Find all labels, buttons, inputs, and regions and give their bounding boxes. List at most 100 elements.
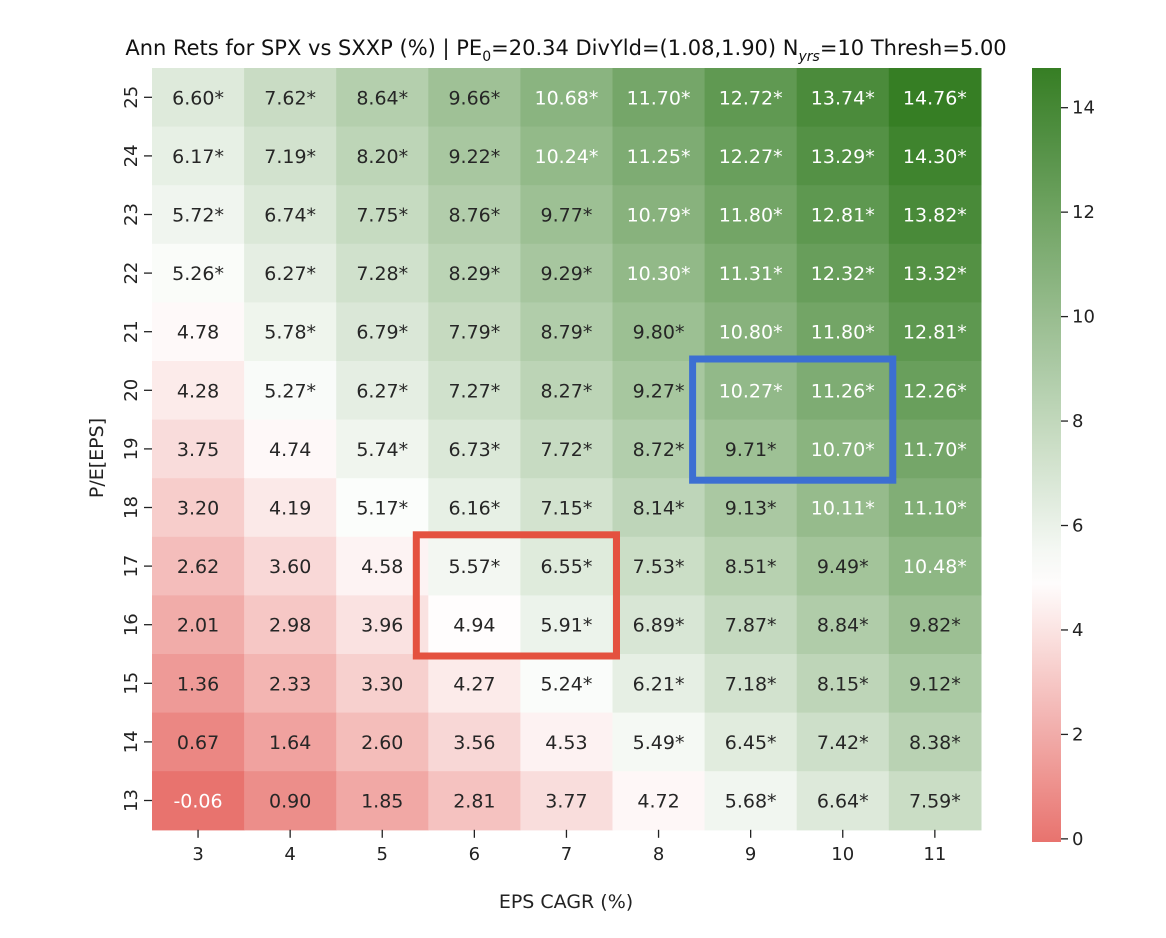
heatmap-cell: [796, 595, 890, 655]
heatmap-cell: [244, 361, 337, 421]
highlight-red-box: [412, 531, 620, 660]
cell-value-label: 3.75: [177, 439, 219, 461]
cell-value-label: 8.79*: [541, 322, 593, 344]
y-tick-label: 13: [121, 789, 142, 812]
heatmap-cell: [888, 68, 982, 128]
cell-value-label: 3.56: [453, 732, 495, 754]
cell-value-label: 8.15*: [817, 673, 869, 695]
x-tick-label: 5: [377, 844, 388, 865]
cell-value-label: 6.27*: [264, 263, 316, 285]
heatmap-cell: [428, 536, 521, 596]
title-prefix: Ann Rets for SPX vs SXXP (%) | PE: [125, 36, 482, 61]
cell-value-label: 2.62: [177, 556, 219, 578]
heatmap-cell: [704, 654, 798, 714]
heatmap-cell: [520, 595, 614, 655]
heatmap-cell: [244, 712, 337, 772]
heatmap-cell: [520, 126, 614, 186]
x-tick-label: 11: [923, 844, 946, 865]
y-tick-label: 18: [121, 496, 142, 519]
cell-value-label: 3.60: [269, 556, 311, 578]
heatmap-cell: [336, 654, 429, 714]
y-tick-label: 25: [121, 86, 142, 109]
cell-value-label: 4.94: [453, 615, 495, 637]
cell-value-label: 9.49*: [817, 556, 869, 578]
cell-value-label: 7.15*: [541, 498, 593, 520]
cell-value-label: 4.78: [177, 322, 219, 344]
heatmap-cell: [520, 68, 614, 128]
cell-value-label: 11.80*: [719, 205, 783, 227]
heatmap-cell: [336, 712, 429, 772]
heatmap-cell: [152, 126, 245, 186]
heatmap-cell: [152, 361, 245, 421]
x-axis-label: EPS CAGR (%): [499, 891, 633, 913]
cell-value-label: 4.53: [545, 732, 587, 754]
heatmap-cell: [244, 126, 337, 186]
cell-value-label: 8.29*: [448, 263, 500, 285]
heatmap-cell: [244, 654, 337, 714]
heatmap-cell: [244, 771, 337, 831]
colorbar: [1032, 68, 1061, 842]
colorbar-tick-label: 10: [1072, 307, 1095, 328]
heatmap-cell: [152, 478, 245, 538]
x-tick-label: 8: [653, 844, 664, 865]
cell-value-label: 6.55*: [541, 556, 593, 578]
y-tick-label: 19: [121, 437, 142, 460]
heatmap-cell: [612, 595, 706, 655]
heatmap-cell: [796, 654, 890, 714]
cell-value-label: 11.25*: [627, 146, 691, 168]
cell-value-label: 7.87*: [725, 615, 777, 637]
heatmap-cell: [152, 419, 245, 479]
heatmap-cell: [520, 654, 614, 714]
heatmap-cell: [704, 361, 798, 421]
cell-value-label: 9.80*: [633, 322, 685, 344]
cell-value-label: 1.64: [269, 732, 311, 754]
heatmap-cell: [428, 595, 521, 655]
cell-value-label: 9.12*: [909, 673, 961, 695]
cell-value-label: 10.79*: [627, 205, 691, 227]
cell-value-label: 8.64*: [356, 87, 408, 109]
cell-value-label: 12.27*: [719, 146, 783, 168]
heatmap-cell: [704, 478, 798, 538]
heatmap-cell: [612, 654, 706, 714]
cell-value-label: 12.81*: [811, 205, 875, 227]
heatmap-cell: [336, 419, 429, 479]
cell-value-label: 11.31*: [719, 263, 783, 285]
cell-value-label: 11.80*: [811, 322, 875, 344]
chart-title: Ann Rets for SPX vs SXXP (%) | PE0=20.34…: [125, 36, 1006, 65]
heatmap-cell: [428, 243, 521, 303]
cell-value-label: 4.19: [269, 498, 311, 520]
y-tick-label: 16: [121, 613, 142, 636]
cell-value-label: 12.32*: [811, 263, 875, 285]
heatmap-cell: [612, 771, 706, 831]
heatmap-cell: [796, 419, 890, 479]
cell-value-label: 2.60: [361, 732, 403, 754]
cell-value-label: 6.60*: [172, 87, 224, 109]
y-tick-label: 20: [121, 379, 142, 402]
cell-value-label: 6.27*: [356, 380, 408, 402]
heatmap-cell: [888, 536, 982, 596]
cell-value-label: 10.27*: [719, 380, 783, 402]
heatmap-cell: [428, 302, 521, 362]
heatmap-cell: [704, 536, 798, 596]
cell-value-label: 4.74: [269, 439, 311, 461]
heatmap-cell: [796, 478, 890, 538]
x-tick-label: 7: [561, 844, 572, 865]
colorbar-tick-label: 0: [1072, 829, 1083, 850]
cell-value-label: 9.27*: [633, 380, 685, 402]
cell-value-label: 8.14*: [633, 498, 685, 520]
cell-value-label: 7.28*: [356, 263, 408, 285]
cell-value-label: 5.49*: [633, 732, 685, 754]
cell-value-label: 7.79*: [448, 322, 500, 344]
heatmap-cell: [244, 185, 337, 245]
colorbar-tick-label: 12: [1072, 202, 1095, 223]
heatmap-cell: [244, 243, 337, 303]
cell-value-label: 11.70*: [627, 87, 691, 109]
heatmap-cell: [244, 536, 337, 596]
cell-value-label: 10.70*: [811, 439, 875, 461]
heatmap-cell: [888, 478, 982, 538]
heatmap-cell: [796, 536, 890, 596]
cell-value-label: 5.57*: [448, 556, 500, 578]
heatmap-cell: [428, 712, 521, 772]
cell-value-label: 3.30: [361, 673, 403, 695]
cell-value-label: 3.77: [545, 791, 587, 813]
